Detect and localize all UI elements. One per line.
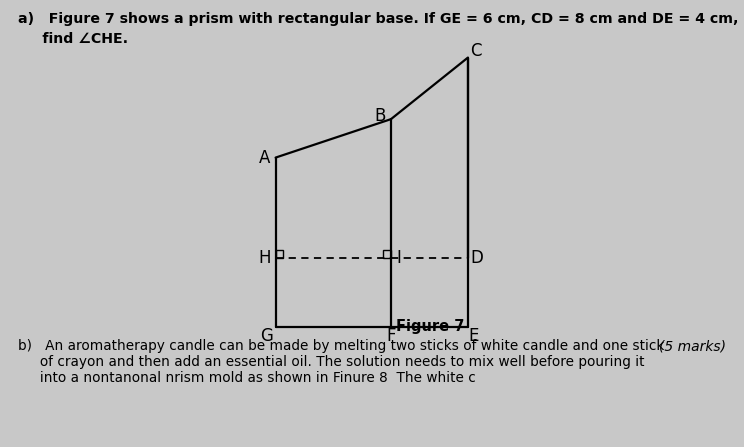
Text: (5 marks): (5 marks) — [659, 339, 726, 353]
Text: H: H — [259, 249, 271, 266]
Text: C: C — [470, 42, 481, 60]
Text: G: G — [260, 327, 273, 345]
Text: D: D — [471, 249, 484, 266]
Text: E: E — [469, 327, 479, 345]
Text: B: B — [374, 107, 386, 125]
Text: I: I — [397, 249, 401, 266]
Text: Figure 7: Figure 7 — [396, 319, 464, 334]
Text: of crayon and then add an essential oil. The solution needs to mix well before p: of crayon and then add an essential oil.… — [18, 355, 644, 369]
Text: find ∠CHE.: find ∠CHE. — [18, 32, 128, 46]
Text: F: F — [386, 327, 396, 345]
Text: into a nontanonal nrism mold as shown in Finure 8  The white c: into a nontanonal nrism mold as shown in… — [18, 371, 475, 385]
Text: A: A — [259, 148, 271, 167]
Text: b)   An aromatherapy candle can be made by melting two sticks of white candle an: b) An aromatherapy candle can be made by… — [18, 339, 664, 353]
Text: a)   Figure 7 shows a prism with rectangular base. If GE = 6 cm, CD = 8 cm and D: a) Figure 7 shows a prism with rectangul… — [18, 12, 739, 26]
